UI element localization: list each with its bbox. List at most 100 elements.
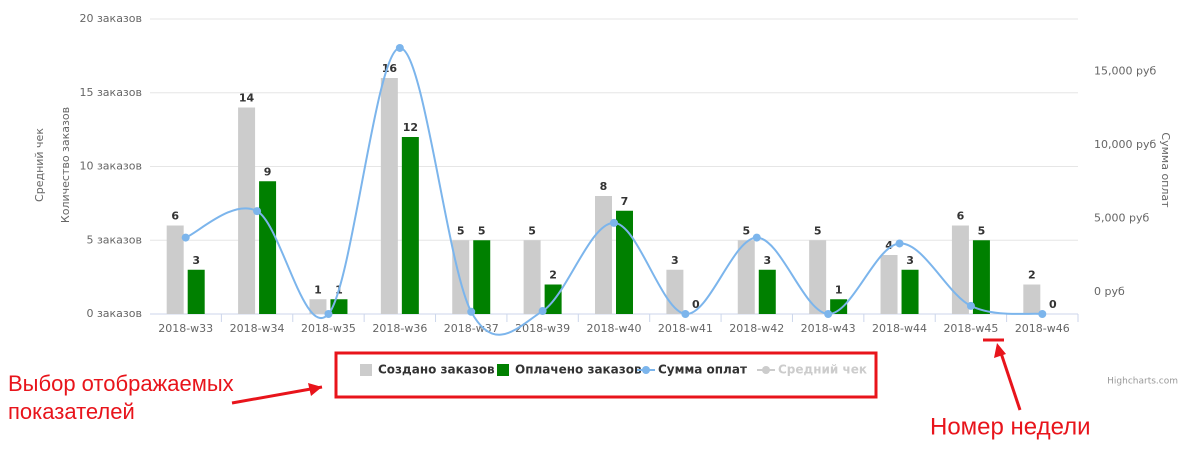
bar — [901, 269, 919, 314]
bar — [616, 210, 633, 314]
x-tick-label: 2018-w43 — [801, 322, 856, 335]
x-tick-label: 2018-w33 — [158, 322, 213, 335]
data-label: 5 — [742, 224, 750, 237]
annotation: Номер недели — [930, 413, 1091, 440]
line-marker — [824, 310, 833, 318]
data-label: 0 — [1049, 298, 1057, 311]
x-tick-label: 2018-w42 — [729, 322, 784, 335]
legend-item[interactable]: Создано заказов — [378, 363, 495, 377]
y2-axis-title: Сумма оплат — [1159, 132, 1172, 208]
x-tick-label: 2018-w44 — [872, 322, 927, 335]
legend-item[interactable]: Оплачено заказов — [515, 363, 642, 377]
legend-highlight — [334, 351, 878, 399]
y2-tick-label: 0 руб — [1094, 285, 1125, 298]
data-label: 12 — [403, 121, 418, 134]
line-marker — [253, 207, 262, 216]
arrow — [998, 349, 1022, 411]
line-marker — [395, 43, 404, 52]
annotation: Выбор отображаемых — [8, 371, 234, 396]
bar — [401, 137, 419, 314]
bar — [830, 299, 848, 314]
y-tick-label: 10 заказов — [79, 160, 142, 173]
bar — [523, 240, 541, 314]
bar — [595, 196, 612, 314]
x-tick-label: 2018-w37 — [444, 322, 499, 335]
bar — [758, 269, 776, 314]
arrow-head — [308, 383, 322, 396]
x-tick-label: 2018-w41 — [658, 322, 713, 335]
line-marker — [681, 310, 690, 318]
data-label: 14 — [239, 92, 255, 105]
data-label: 5 — [478, 224, 486, 237]
data-label: 1 — [835, 283, 843, 296]
x-tick-label: 2018-w35 — [301, 322, 356, 335]
data-label: 9 — [264, 165, 272, 178]
bar — [380, 78, 398, 314]
bar — [166, 225, 184, 314]
y-axis-title: Средний чек — [33, 128, 46, 202]
bar — [187, 269, 205, 314]
data-label: 5 — [528, 224, 536, 237]
y-tick-label: 15 заказов — [79, 86, 142, 99]
bar — [259, 181, 277, 314]
credits: Highcharts.com — [1107, 377, 1178, 387]
legend-swatch — [360, 364, 372, 376]
line-marker — [1038, 310, 1047, 318]
data-label: 5 — [814, 224, 822, 237]
bar — [880, 255, 898, 314]
data-label: 5 — [978, 224, 986, 237]
annotation: показателей — [8, 399, 135, 424]
data-label: 4 — [885, 239, 893, 252]
data-label: 3 — [906, 254, 914, 267]
bar — [544, 284, 562, 314]
x-tick-label: 2018-w40 — [587, 322, 642, 335]
legend-swatch — [497, 364, 509, 376]
bar — [238, 107, 256, 314]
x-tick-label: 2018-w46 — [1015, 322, 1070, 335]
bar — [1023, 284, 1041, 314]
x-tick-label: 2018-w34 — [230, 322, 285, 335]
legend-item[interactable]: Сумма оплат — [658, 363, 747, 377]
x-tick-label: 2018-w36 — [372, 322, 427, 335]
y-tick-label: 0 заказов — [86, 307, 142, 320]
bar — [972, 240, 990, 314]
legend-swatch — [642, 366, 650, 374]
data-label: 6 — [957, 210, 965, 223]
y2-tick-label: 10,000 руб — [1094, 138, 1156, 151]
line-marker — [752, 233, 761, 242]
line-marker — [324, 310, 333, 318]
arrow-head — [994, 343, 1006, 358]
legend-item[interactable]: Средний чек — [778, 363, 867, 377]
y2-tick-label: 5,000 руб — [1094, 211, 1149, 224]
data-label: 3 — [192, 254, 200, 267]
bar — [737, 240, 755, 314]
legend-swatch — [762, 366, 770, 374]
data-label: 8 — [600, 180, 608, 193]
line-marker — [895, 239, 904, 248]
line-marker — [538, 307, 547, 316]
bar — [309, 299, 327, 314]
data-label: 1 — [314, 283, 322, 296]
data-label: 7 — [621, 195, 629, 208]
bar — [473, 240, 491, 314]
line-marker — [181, 233, 190, 242]
line-marker — [610, 218, 618, 227]
y-axis-title: Количество заказов — [59, 107, 72, 223]
data-label: 2 — [549, 269, 557, 282]
bar — [809, 240, 827, 314]
data-label: 3 — [763, 254, 771, 267]
data-label: 2 — [1028, 269, 1036, 282]
arrow — [231, 385, 323, 405]
line-marker — [467, 307, 476, 316]
x-tick-label: 2018-w39 — [515, 322, 570, 335]
bar — [951, 225, 969, 314]
y-tick-label: 20 заказов — [79, 12, 142, 25]
line-marker — [966, 301, 975, 310]
data-label: 0 — [692, 298, 700, 311]
y2-tick-label: 15,000 руб — [1094, 64, 1156, 77]
data-label: 5 — [457, 224, 465, 237]
data-label: 3 — [671, 254, 679, 267]
y-tick-label: 5 заказов — [86, 233, 142, 246]
data-label: 6 — [171, 210, 179, 223]
